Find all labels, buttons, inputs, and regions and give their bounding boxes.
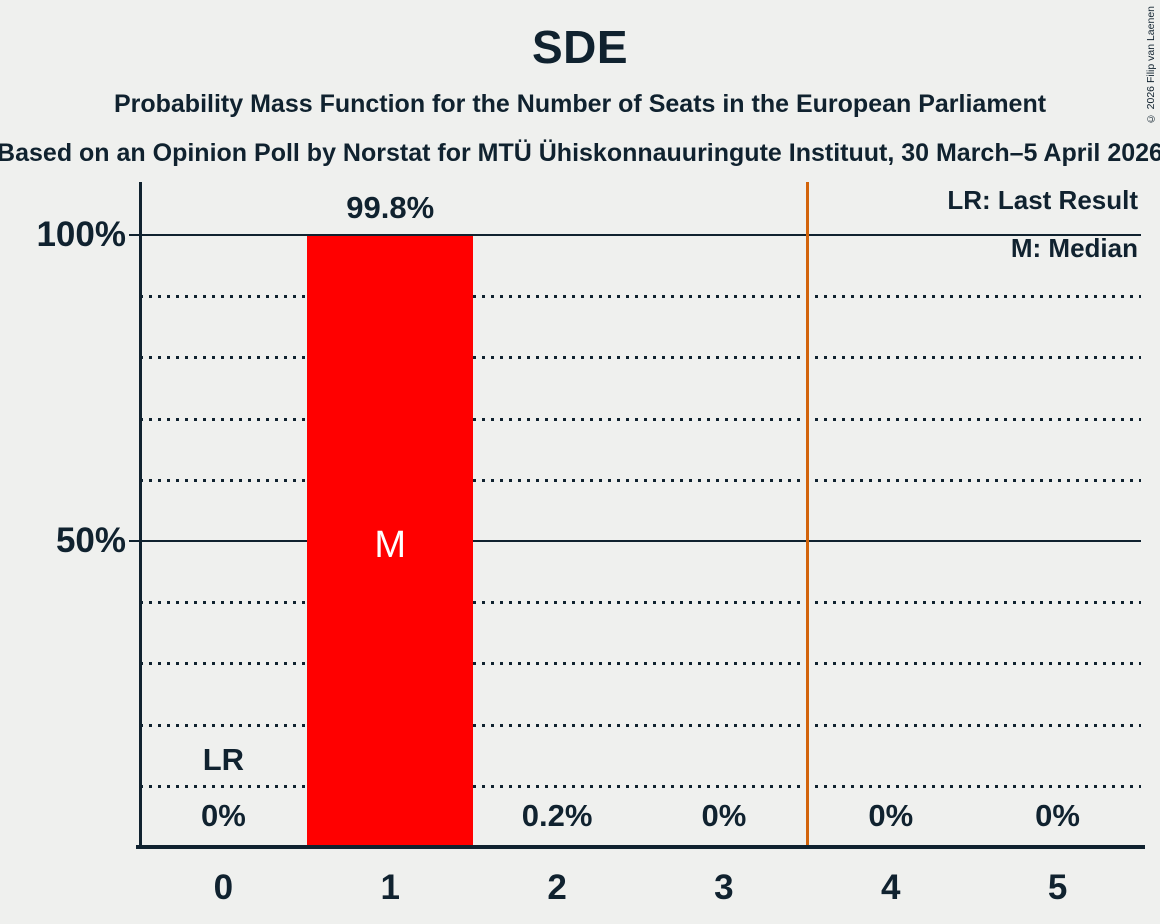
- value-label-seats-4: 0%: [868, 798, 914, 833]
- plot-area: 100% 50% 0 1 2 3 4 5 0% 99.8% 0.2% 0% 0% 0% LR M: [36, 182, 1145, 907]
- y-axis-line: [139, 182, 142, 847]
- value-label-seats-5: 0%: [1035, 798, 1080, 833]
- gridline-dotted-60: [140, 478, 1141, 482]
- chart-source-line: Based on an Opinion Poll by Norstat for …: [0, 139, 1160, 167]
- last-result-marker: LR: [202, 742, 245, 777]
- value-label-seats-3: 0%: [701, 798, 747, 833]
- y-tick-label-100: 100%: [36, 215, 126, 254]
- value-label-seats-1: 99.8%: [346, 190, 435, 226]
- chart-title: SDE: [531, 21, 629, 73]
- bar-seats-1: [307, 236, 474, 847]
- legend-last-result: LR: Last Result: [947, 185, 1138, 215]
- gridline-dotted-40: [140, 601, 1141, 605]
- x-tick-label-1: 1: [380, 868, 400, 907]
- gridline-dotted-70: [140, 417, 1141, 421]
- value-label-seats-0: 0%: [201, 798, 246, 833]
- gridline-dotted-80: [140, 356, 1141, 360]
- gridline-solid-100: [140, 234, 1141, 236]
- y-tick-mark-100: [129, 234, 140, 236]
- x-tick-label-5: 5: [1047, 868, 1068, 907]
- gridline-dotted-30: [140, 662, 1141, 666]
- x-tick-label-2: 2: [547, 868, 567, 907]
- x-tick-label-4: 4: [881, 868, 901, 907]
- y-tick-mark-50: [129, 540, 140, 542]
- gridline-dotted-90: [140, 295, 1141, 299]
- median-marker: M: [374, 524, 407, 566]
- gridline-solid-50: [140, 540, 1141, 542]
- x-tick-label-3: 3: [714, 868, 734, 907]
- y-tick-label-50: 50%: [55, 521, 126, 560]
- gridline-dotted-20: [140, 723, 1141, 727]
- legend-median: M: Median: [1010, 233, 1138, 263]
- x-tick-label-0: 0: [213, 868, 234, 907]
- chart-subtitle: Probability Mass Function for the Number…: [113, 90, 1047, 118]
- majority-threshold-line: [805, 182, 809, 847]
- value-label-seats-2: 0.2%: [521, 798, 593, 833]
- x-axis-line: [136, 845, 1145, 849]
- gridline-dotted-10: [140, 784, 1141, 788]
